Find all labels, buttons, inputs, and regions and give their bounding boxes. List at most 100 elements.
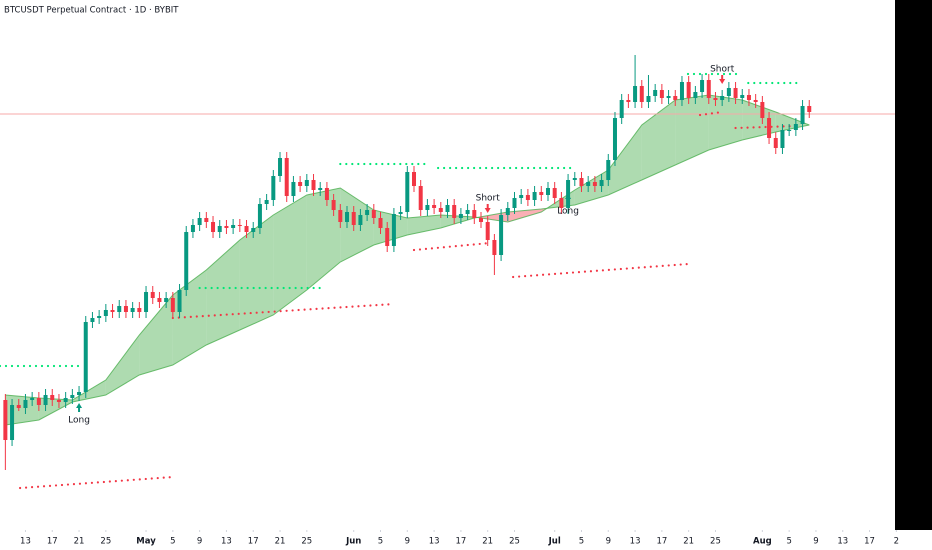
- candle-body: [659, 90, 664, 98]
- candle-body: [740, 95, 745, 98]
- x-tick-label: 17: [47, 537, 58, 547]
- candle-body: [170, 298, 175, 312]
- x-tick-label: 9: [813, 537, 818, 547]
- candle-body: [405, 172, 410, 212]
- candle-body: [780, 130, 785, 148]
- signal-line: [171, 302, 396, 320]
- candle-body: [298, 182, 303, 186]
- x-tick-label: 25: [710, 537, 721, 547]
- candle-body: [599, 180, 604, 186]
- candle-body: [177, 290, 182, 312]
- x-tick-label: 25: [301, 537, 312, 547]
- x-tick-label: 17: [455, 537, 466, 547]
- candle-body: [432, 205, 437, 208]
- candle-body: [231, 225, 236, 228]
- candle-body: [418, 186, 423, 210]
- x-tick-label: 5: [170, 537, 175, 547]
- candle-body: [164, 298, 169, 302]
- candle-body: [70, 395, 75, 398]
- annotation-label: Long: [557, 207, 579, 217]
- annotation-arrow: [76, 403, 83, 412]
- x-tick-label: 25: [100, 537, 111, 547]
- candle-body: [519, 195, 524, 198]
- x-tick-label: May: [136, 537, 156, 547]
- x-tick-label: Aug: [753, 537, 772, 547]
- signal-line: [512, 262, 690, 279]
- candle-body: [36, 398, 41, 405]
- candle-body: [365, 210, 370, 215]
- x-tick-label: 17: [864, 537, 875, 547]
- band-fill: [306, 188, 341, 290]
- candle-body: [271, 176, 276, 200]
- candle-body: [559, 198, 564, 208]
- candle-body: [586, 182, 591, 186]
- candle-body: [50, 395, 55, 400]
- x-tick-label: 13: [20, 537, 31, 547]
- candle-body: [63, 398, 68, 402]
- candle-body: [579, 178, 584, 186]
- candle-body: [251, 228, 256, 232]
- x-tick-label: 25: [509, 537, 520, 547]
- candle-body: [666, 96, 671, 98]
- candle-body: [123, 306, 128, 312]
- candle-body: [324, 188, 329, 200]
- candle-body: [217, 226, 222, 232]
- candle-body: [318, 188, 323, 190]
- candle-body: [278, 158, 283, 176]
- candle-body: [150, 292, 155, 298]
- candle-body: [184, 232, 189, 290]
- candle-body: [753, 100, 758, 102]
- candle-body: [304, 180, 309, 186]
- candle-body: [23, 400, 28, 408]
- candle-body: [103, 310, 108, 316]
- candle-body: [505, 208, 510, 215]
- candle-body: [90, 318, 95, 322]
- candle-body: [244, 226, 249, 232]
- candle-body: [284, 158, 289, 196]
- candle-body: [639, 86, 644, 102]
- x-tick-label: 21: [482, 537, 493, 547]
- candle-body: [110, 310, 115, 312]
- candle-body: [97, 316, 102, 318]
- candle-body: [224, 226, 229, 228]
- candle-body: [612, 118, 617, 160]
- candle-body: [720, 96, 725, 100]
- candle-body: [800, 106, 805, 124]
- candle-body: [472, 210, 477, 218]
- band-fill: [407, 215, 441, 235]
- candle-body: [391, 214, 396, 246]
- x-tick-label: 17: [248, 537, 259, 547]
- candle-body: [726, 88, 731, 96]
- x-tick-label: 9: [405, 537, 410, 547]
- candle-body: [445, 205, 450, 212]
- candle-body: [264, 200, 269, 204]
- candle-body: [539, 192, 544, 195]
- candle-body: [30, 398, 35, 400]
- candle-body: [385, 228, 390, 246]
- signal-line: [412, 241, 491, 252]
- band-fill: [139, 295, 173, 375]
- candle-body: [197, 218, 202, 225]
- candle-body: [706, 80, 711, 98]
- candle-body: [619, 100, 624, 118]
- signal-line: [698, 110, 724, 117]
- candle-body: [633, 86, 638, 102]
- candle-body: [713, 98, 718, 100]
- annotation-label: Short: [476, 194, 501, 204]
- candle-body: [257, 204, 262, 228]
- x-tick-label: Jun: [345, 537, 361, 547]
- candle-body: [458, 214, 463, 218]
- price-scale-strip: [895, 0, 932, 530]
- x-tick-label: 5: [579, 537, 584, 547]
- candle-body: [746, 95, 751, 100]
- candle-body: [311, 180, 316, 190]
- band-fill: [574, 170, 609, 205]
- x-tick-label: 13: [429, 537, 440, 547]
- candle-body: [485, 222, 490, 240]
- x-tick-label: Jul: [548, 537, 561, 547]
- candle-body: [77, 392, 82, 395]
- candle-body: [378, 218, 383, 228]
- candle-body: [157, 298, 162, 302]
- band-fill: [239, 215, 274, 330]
- candle-body: [552, 188, 557, 198]
